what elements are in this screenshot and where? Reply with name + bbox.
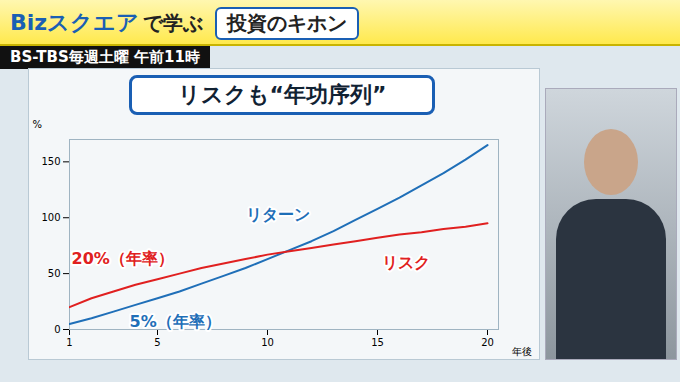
svg-text:0: 0 xyxy=(54,324,60,335)
svg-text:5%（年率）: 5%（年率） xyxy=(130,312,221,331)
svg-text:10: 10 xyxy=(261,337,274,348)
svg-text:年後: 年後 xyxy=(512,346,532,357)
svg-text:20%（年率）: 20%（年率） xyxy=(72,249,174,268)
svg-text:150: 150 xyxy=(41,156,60,167)
svg-text:リスク: リスク xyxy=(382,253,430,272)
html-text:リスクも“年功序列”: リスクも“年功序列” xyxy=(177,82,387,107)
svg-text:20: 20 xyxy=(481,337,494,348)
html-text:Bizスクエアで学ぶ: Bizスクエアで学ぶ xyxy=(10,10,204,35)
svg-text:%: % xyxy=(33,119,43,130)
svg-text:1: 1 xyxy=(66,337,72,348)
html-text:投資のキホン: 投資のキホン xyxy=(227,11,347,35)
svg-text:5: 5 xyxy=(154,337,160,348)
svg-text:50: 50 xyxy=(48,268,61,279)
svg-text:15: 15 xyxy=(371,337,384,348)
svg-text:リターン: リターン xyxy=(246,205,310,224)
svg-text:100: 100 xyxy=(41,212,60,223)
html-text:BS-TBS毎週土曜 午前11時: BS-TBS毎週土曜 午前11時 xyxy=(10,48,200,66)
